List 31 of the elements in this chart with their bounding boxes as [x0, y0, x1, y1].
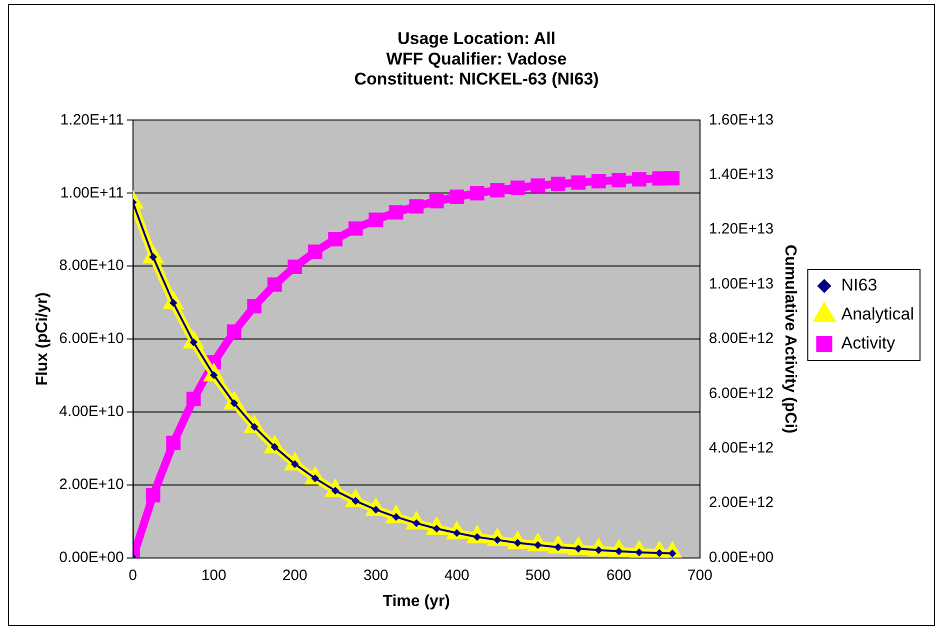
x-tick-label: 600	[606, 566, 632, 584]
legend-label: NI63	[841, 276, 878, 295]
y-tick-label: 4.00E+10	[59, 403, 124, 420]
y2-tick-label: 1.20E+13	[708, 220, 774, 238]
y-tick-label: 0.00E+00	[59, 548, 124, 566]
y2-tick-label: 1.60E+13	[708, 111, 774, 128]
x-tick-label: 400	[444, 566, 470, 584]
y-tick-label: 8.00E+10	[59, 257, 124, 274]
x-tick-label: 100	[201, 566, 226, 584]
x-tick-label: 300	[363, 566, 388, 584]
x-tick-label: 700	[687, 566, 712, 584]
y-tick-label: 2.00E+10	[59, 476, 124, 494]
y2-tick-label: 1.40E+13	[708, 166, 774, 184]
x-axis-title: Time (yr)	[382, 592, 450, 610]
x-tick-label: 0	[128, 566, 138, 584]
chart-title: Usage Location: All WFF Qualifier: Vadose Constituent: NICKEL-63 (NI63)	[354, 28, 599, 89]
y2-axis-title: Cumulative Activity (pCi)	[782, 244, 799, 434]
x-tick-label: 200	[282, 566, 308, 584]
legend-label: Analytical	[841, 304, 914, 324]
y2-tick-label: 1.00E+13	[708, 275, 774, 292]
y2-tick-label: 8.00E+12	[708, 330, 774, 348]
y-axis-title: Flux (pCi/yr)	[34, 292, 52, 386]
y2-tick-label: 6.00E+12	[708, 384, 774, 402]
x-tick-label: 500	[525, 566, 550, 584]
y-tick-label: 6.00E+10	[59, 330, 124, 348]
y-tick-label: 1.00E+11	[60, 184, 124, 202]
y-tick-label: 1.20E+11	[60, 111, 124, 128]
legend-label: Activity	[841, 334, 896, 353]
y2-tick-label: 0.00E+00	[708, 548, 774, 566]
y2-tick-label: 4.00E+12	[708, 440, 774, 457]
y2-tick-label: 2.00E+12	[708, 494, 774, 512]
